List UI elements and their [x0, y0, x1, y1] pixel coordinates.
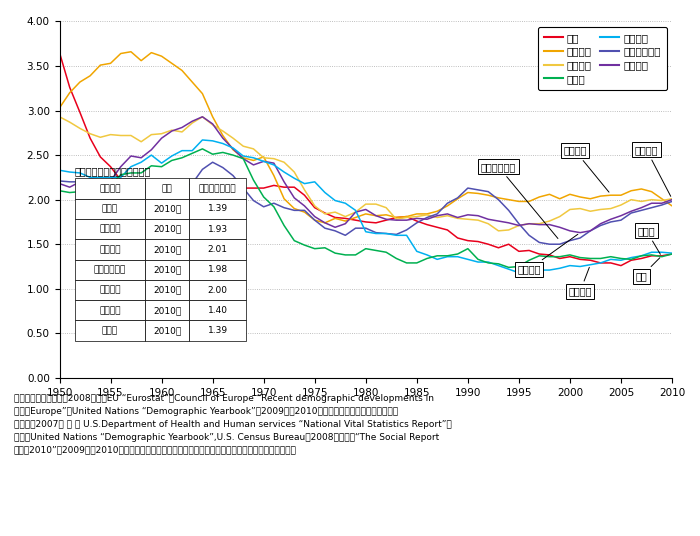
Text: スウェーデン: スウェーデン — [481, 162, 558, 239]
Legend: 日本, アメリカ, フランス, ドイツ, イタリア, スウェーデン, イギリス, : 日本, アメリカ, フランス, ドイツ, イタリア, スウェーデン, イギリス, — [538, 27, 667, 90]
Bar — [146, 321, 189, 341]
Bar — [189, 219, 246, 239]
Bar — [146, 259, 189, 280]
Text: 2.01: 2.01 — [207, 245, 228, 254]
Bar — [146, 178, 189, 199]
Text: 合計特殊出生率（最新年次）: 合計特殊出生率（最新年次） — [75, 167, 151, 176]
Bar — [146, 239, 189, 259]
Text: 1.98: 1.98 — [207, 265, 228, 274]
Text: イタリア: イタリア — [568, 267, 592, 296]
Text: アメリカ: アメリカ — [564, 146, 609, 192]
Bar — [75, 199, 146, 219]
Text: イタリア: イタリア — [99, 306, 121, 315]
Bar — [75, 178, 146, 199]
Bar — [75, 219, 146, 239]
Text: イギリス: イギリス — [517, 234, 578, 274]
Text: 2010年: 2010年 — [153, 245, 181, 254]
Bar — [189, 239, 246, 259]
Bar — [189, 300, 246, 321]
Bar — [189, 199, 246, 219]
Text: 1.39: 1.39 — [207, 326, 228, 335]
Text: 2010年: 2010年 — [153, 286, 181, 294]
Text: 2.00: 2.00 — [207, 286, 228, 294]
Text: 合計特殊出生率: 合計特殊出生率 — [199, 184, 237, 193]
Text: 1.93: 1.93 — [207, 225, 228, 234]
Text: 年次: 年次 — [162, 184, 173, 193]
Text: ドイツ: ドイツ — [102, 326, 118, 335]
Text: イギリス: イギリス — [99, 286, 121, 294]
Bar — [146, 199, 189, 219]
Text: スウェーデン: スウェーデン — [94, 265, 126, 274]
Text: 1.40: 1.40 — [207, 306, 228, 315]
Text: アメリカ: アメリカ — [99, 225, 121, 234]
Bar — [75, 259, 146, 280]
Text: フランス: フランス — [635, 145, 671, 196]
Text: 日　本: 日 本 — [102, 204, 118, 213]
Bar — [146, 300, 189, 321]
Text: ドイツ: ドイツ — [638, 226, 660, 254]
Bar — [189, 259, 246, 280]
Text: 2010年: 2010年 — [153, 204, 181, 213]
Text: 資料：ヨーロッパは、2008年までEU “Eurostat”、Council of Europe “Recent demographic development: 資料：ヨーロッパは、2008年までEU “Eurostat”、Council o… — [14, 394, 452, 455]
Bar — [75, 239, 146, 259]
Text: 2010年: 2010年 — [153, 306, 181, 315]
Bar — [189, 321, 246, 341]
Bar — [75, 321, 146, 341]
Text: 日本: 日本 — [636, 258, 660, 281]
Text: 2010年: 2010年 — [153, 265, 181, 274]
Bar — [189, 178, 246, 199]
Text: フランス: フランス — [99, 245, 121, 254]
Text: 2010年: 2010年 — [153, 225, 181, 234]
Bar — [146, 219, 189, 239]
Bar — [189, 280, 246, 300]
Bar — [75, 280, 146, 300]
Text: 2010年: 2010年 — [153, 326, 181, 335]
Text: 国・地域: 国・地域 — [99, 184, 121, 193]
Bar — [146, 280, 189, 300]
Bar — [75, 300, 146, 321]
Text: 1.39: 1.39 — [207, 204, 228, 213]
